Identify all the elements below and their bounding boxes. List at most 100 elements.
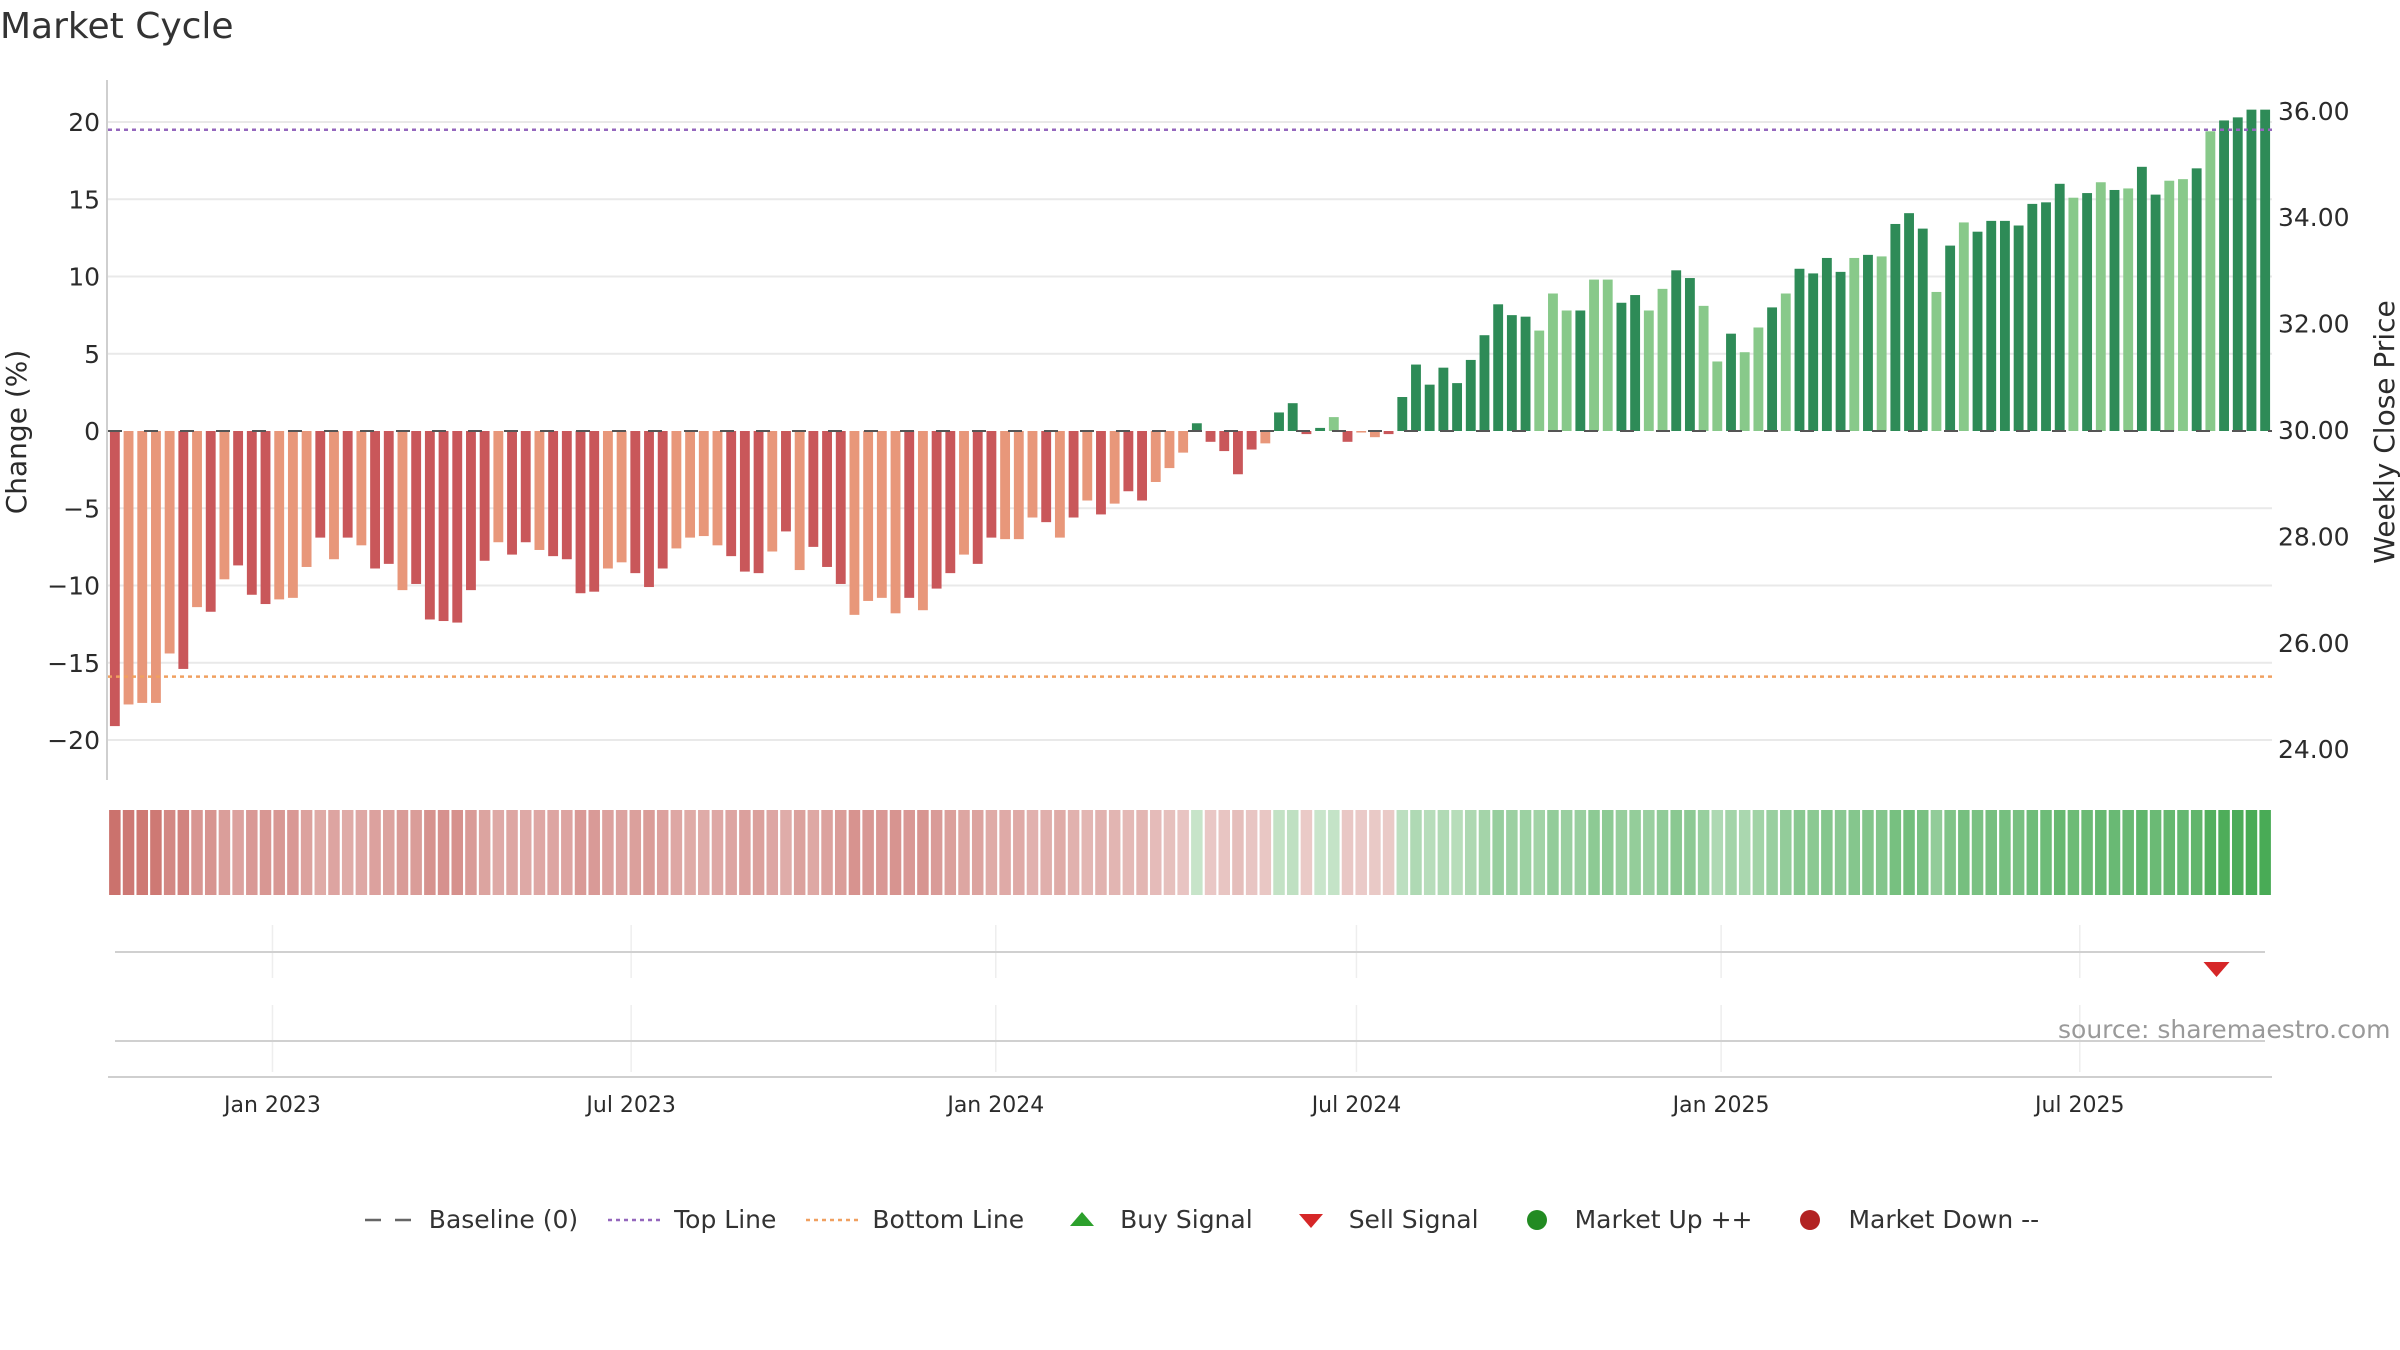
bar — [698, 431, 709, 537]
y-tick-label-left: 5 — [84, 340, 100, 369]
heat-cell — [547, 810, 559, 895]
bar — [917, 431, 928, 611]
heat-cell — [2149, 810, 2162, 895]
bar — [178, 431, 189, 669]
bar — [890, 431, 901, 614]
heat-cell — [1821, 810, 1833, 895]
heat-cell — [1150, 810, 1162, 895]
heat-cell — [1218, 810, 1230, 895]
heat-cell — [1738, 810, 1751, 895]
bar — [452, 431, 463, 623]
bar — [863, 431, 874, 601]
y-tick-label-left: −10 — [47, 572, 100, 601]
bar — [1972, 231, 1983, 431]
heat-cell — [1040, 810, 1052, 895]
bar — [2232, 117, 2243, 432]
heat-cell — [2245, 810, 2258, 895]
legend-item: Sell Signal — [1281, 1205, 1479, 1234]
bar — [2219, 120, 2229, 431]
bar — [479, 431, 490, 561]
heat-cell — [1136, 810, 1148, 895]
heat-cell — [451, 810, 463, 895]
bar — [945, 431, 956, 574]
dotted-orange-line-icon — [806, 1218, 863, 1221]
heat-cell — [1108, 810, 1121, 895]
bar — [685, 431, 696, 538]
heat-cell — [478, 810, 491, 895]
bar — [438, 431, 449, 622]
bar — [1589, 279, 1599, 431]
heat-cell — [300, 810, 313, 895]
heat-cell — [1930, 810, 1943, 895]
heat-cell — [958, 810, 970, 895]
heat-cell — [1054, 810, 1066, 895]
heat-cell — [2190, 810, 2203, 895]
bar — [1684, 278, 1695, 431]
heat-cell — [1286, 810, 1299, 895]
bar — [1068, 431, 1079, 518]
x-tick-label: Jan 2025 — [1671, 1093, 1770, 1118]
heat-cell — [752, 810, 765, 895]
bar — [123, 431, 134, 705]
bar — [2178, 179, 2188, 431]
bar — [1986, 220, 1997, 431]
y-tick-label-right: 24.00 — [2278, 735, 2350, 764]
heat-cell — [1615, 810, 1628, 895]
heat-cell — [1067, 810, 1080, 895]
bar — [1082, 431, 1093, 501]
dash-line-icon — [364, 1218, 417, 1221]
heat-cell — [1465, 810, 1477, 895]
heat-cell — [780, 810, 792, 895]
legend: Baseline (0) Top Line Bottom Line Buy Signa… — [0, 1205, 2400, 1234]
bar — [1191, 423, 1202, 431]
bar — [548, 431, 559, 557]
heat-cell — [1026, 810, 1039, 895]
heat-cell — [698, 810, 710, 895]
bar — [1534, 330, 1545, 431]
bar — [822, 431, 832, 567]
bar — [1246, 431, 1257, 450]
bar — [1904, 213, 1914, 431]
bar — [233, 431, 244, 566]
bar — [1698, 305, 1709, 431]
heat-cell — [917, 810, 929, 895]
heat-cell — [656, 810, 669, 895]
axes: 20 15 10 5 0 −10 −15 −20 −5 36.00 34.00 32.00 30.00 2… — [47, 80, 2350, 780]
bar — [1233, 431, 1243, 475]
bar — [1369, 431, 1380, 438]
bar — [1849, 257, 1860, 431]
heat-cell — [2218, 810, 2230, 895]
y-tick-label-left: −15 — [47, 649, 100, 678]
heat-cell — [410, 810, 422, 895]
heat-cell — [2136, 810, 2148, 895]
heat-cell — [369, 810, 381, 895]
bar — [808, 431, 819, 547]
bar — [1767, 307, 1778, 431]
bar — [1424, 384, 1435, 431]
heat-cell — [1656, 810, 1669, 895]
legend-item: Market Down -- — [1780, 1205, 2039, 1234]
sell-signal-marker — [2203, 962, 2230, 977]
heat-cell — [259, 810, 272, 895]
bar — [2123, 188, 2134, 431]
heat-cell — [163, 810, 176, 895]
heat-cell — [355, 810, 368, 895]
heat-cell — [1506, 810, 1518, 895]
heat-cell — [492, 810, 505, 895]
bar — [1602, 279, 1613, 431]
legend-label: Top Line — [674, 1205, 777, 1234]
bar — [575, 431, 586, 594]
legend-label: Market Down -- — [1848, 1205, 2040, 1234]
bar — [1999, 220, 2010, 431]
heat-cell — [1697, 810, 1710, 895]
y-tick-label-left: 0 — [84, 417, 100, 446]
heat-cell — [862, 810, 874, 895]
bar — [1931, 291, 1942, 431]
bar — [1383, 431, 1394, 435]
heat-cell — [1560, 810, 1573, 895]
bar — [1041, 431, 1052, 523]
bar — [1438, 367, 1449, 431]
bar — [1054, 431, 1065, 538]
heat-cell — [218, 810, 231, 895]
